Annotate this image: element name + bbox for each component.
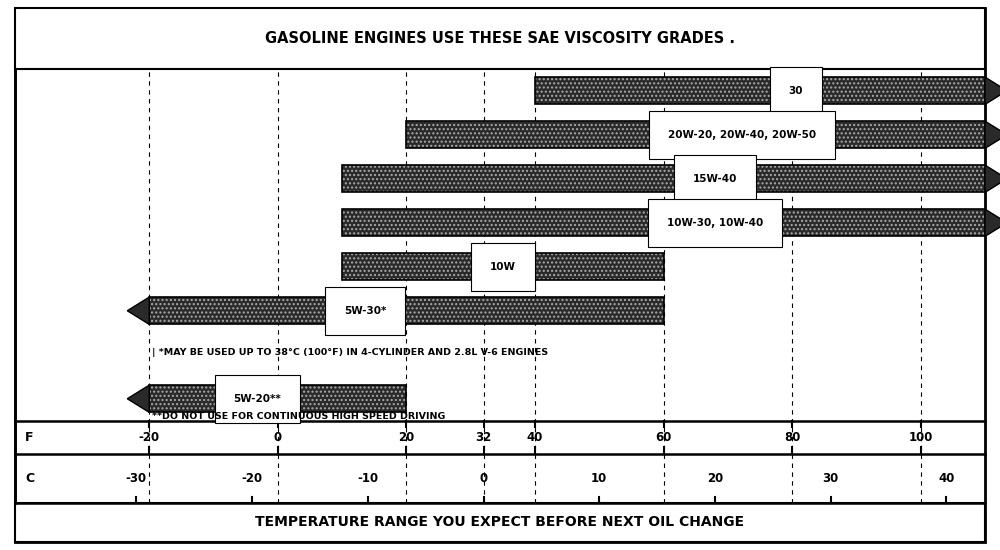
Text: 20W-20, 20W-40, 20W-50: 20W-20, 20W-40, 20W-50 (668, 130, 816, 140)
Text: 20: 20 (707, 472, 723, 485)
Polygon shape (127, 385, 149, 412)
Bar (535, 77, 985, 104)
Text: TEMPERATURE RANGE YOU EXPECT BEFORE NEXT OIL CHANGE: TEMPERATURE RANGE YOU EXPECT BEFORE NEXT… (255, 515, 745, 530)
Bar (15, 8, 985, 69)
Text: -20: -20 (242, 472, 263, 485)
Polygon shape (127, 297, 149, 324)
Bar (15, 503, 985, 542)
Text: 30: 30 (789, 86, 803, 96)
Text: 5W-30*: 5W-30* (344, 306, 386, 316)
Bar (342, 165, 985, 192)
Bar (342, 253, 664, 280)
Text: GASOLINE ENGINES USE THESE SAE VISCOSITY GRADES .: GASOLINE ENGINES USE THESE SAE VISCOSITY… (265, 31, 735, 46)
Text: 5W-20**: 5W-20** (233, 394, 281, 404)
Text: 60: 60 (655, 431, 672, 444)
Text: 10W: 10W (490, 262, 516, 272)
Text: 40: 40 (527, 431, 543, 444)
Bar (342, 165, 985, 192)
Text: 15W-40: 15W-40 (693, 174, 737, 184)
Bar (149, 385, 406, 412)
Bar (342, 209, 985, 236)
Text: 0: 0 (274, 431, 282, 444)
Bar (342, 253, 664, 280)
Bar (535, 77, 985, 104)
Text: -10: -10 (357, 472, 378, 485)
Bar (149, 385, 406, 412)
Text: 100: 100 (909, 431, 933, 444)
Text: | *MAY BE USED UP TO 38°C (100°F) IN 4-CYLINDER AND 2.8L V-6 ENGINES: | *MAY BE USED UP TO 38°C (100°F) IN 4-C… (152, 348, 548, 357)
Text: **DO NOT USE FOR CONTINUOUS HIGH SPEED DRIVING: **DO NOT USE FOR CONTINUOUS HIGH SPEED D… (152, 412, 446, 421)
Text: 10W-30, 10W-40: 10W-30, 10W-40 (667, 218, 763, 228)
Text: 80: 80 (784, 431, 800, 444)
Bar (149, 297, 664, 324)
Polygon shape (985, 165, 1000, 192)
Polygon shape (985, 209, 1000, 236)
Bar (149, 297, 664, 324)
Text: -20: -20 (139, 431, 160, 444)
Text: 30: 30 (823, 472, 839, 485)
Polygon shape (985, 77, 1000, 104)
Bar (406, 121, 985, 148)
Text: F: F (25, 431, 34, 444)
Text: 40: 40 (938, 472, 955, 485)
Text: 32: 32 (475, 431, 492, 444)
Text: 0: 0 (480, 472, 488, 485)
Bar (406, 121, 985, 148)
Text: 10: 10 (591, 472, 607, 485)
Polygon shape (985, 121, 1000, 148)
Text: C: C (25, 472, 34, 485)
Bar (342, 209, 985, 236)
Text: -30: -30 (126, 472, 147, 485)
Text: 20: 20 (398, 431, 415, 444)
